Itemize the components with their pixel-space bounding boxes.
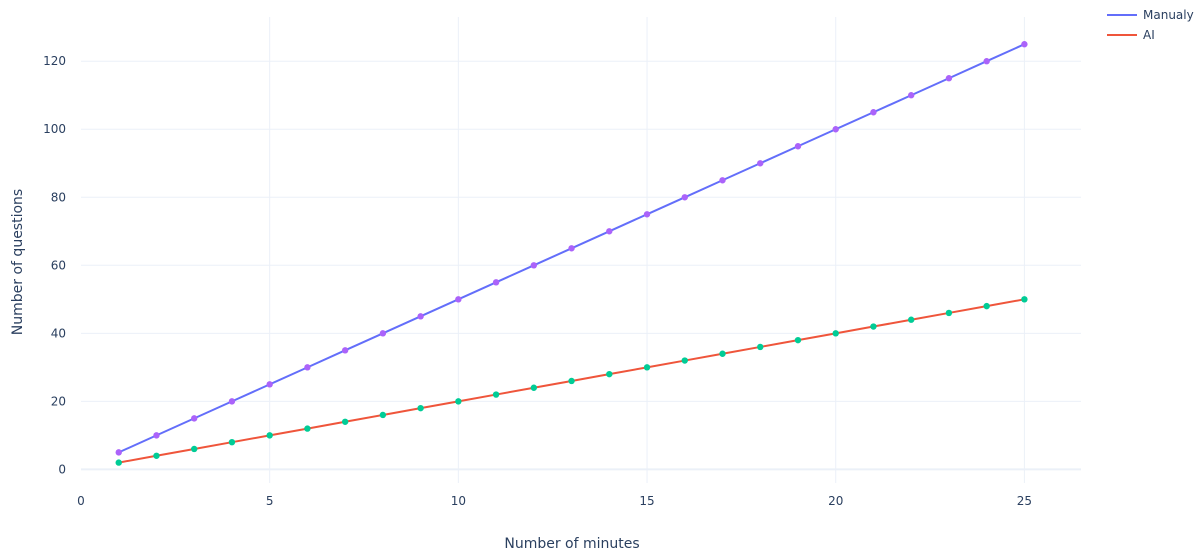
data-point-ai	[719, 350, 726, 357]
data-point-ai	[492, 391, 500, 398]
series-ai	[115, 296, 1028, 466]
data-point-ai	[228, 438, 236, 446]
data-point-ai	[1021, 296, 1028, 303]
x-tick-label: 25	[1017, 494, 1032, 508]
data-point-manualy	[379, 330, 387, 337]
x-tick-label: 20	[828, 494, 843, 508]
data-point-ai	[455, 398, 462, 405]
data-point-ai	[945, 309, 953, 317]
legend: Manualy AI	[1107, 8, 1194, 42]
data-point-manualy	[681, 194, 688, 201]
data-point-ai	[115, 459, 122, 466]
data-point-ai	[341, 418, 349, 425]
data-point-manualy	[719, 177, 726, 184]
y-tick-label: 100	[43, 122, 66, 136]
data-point-ai	[304, 425, 311, 432]
data-point-ai	[832, 330, 839, 337]
grid-lines	[80, 17, 1081, 483]
data-point-manualy	[530, 262, 538, 269]
data-point-manualy	[983, 58, 990, 65]
series-manualy	[115, 41, 1028, 456]
y-tick-label: 20	[51, 394, 66, 408]
data-point-manualy	[455, 296, 462, 303]
data-point-manualy	[115, 449, 122, 456]
data-point-ai	[643, 364, 651, 371]
data-point-manualy	[907, 92, 915, 99]
data-point-ai	[983, 302, 990, 310]
x-tick-label: 0	[77, 494, 85, 508]
x-tick-label: 15	[639, 494, 654, 508]
series-layer	[115, 41, 1028, 466]
data-point-ai	[379, 411, 387, 419]
data-point-manualy	[1021, 41, 1028, 48]
data-point-manualy	[870, 109, 877, 116]
data-point-manualy	[153, 432, 160, 439]
data-point-manualy	[417, 313, 424, 320]
data-point-ai	[757, 343, 764, 351]
x-axis-title: Number of minutes	[504, 536, 639, 552]
data-point-ai	[266, 432, 273, 439]
y-axis-title: Number of questions	[10, 189, 26, 335]
tick-labels: 0 5 10 15 20 25 0 20 40 60 80 100 120	[43, 54, 1032, 508]
data-point-manualy	[945, 75, 953, 82]
data-point-manualy	[643, 211, 651, 218]
data-point-ai	[606, 370, 613, 378]
y-tick-label: 120	[43, 54, 66, 68]
x-tick-label: 10	[451, 494, 466, 508]
legend-label-ai: AI	[1143, 28, 1155, 42]
data-point-ai	[794, 336, 802, 344]
data-point-ai	[530, 384, 538, 391]
data-point-manualy	[304, 364, 311, 371]
data-point-manualy	[832, 126, 839, 133]
data-point-ai	[191, 445, 198, 453]
y-tick-label: 60	[51, 258, 66, 272]
data-point-manualy	[341, 347, 349, 354]
data-point-ai	[907, 316, 915, 323]
data-point-ai	[568, 377, 575, 385]
y-tick-label: 80	[51, 190, 66, 204]
x-tick-label: 5	[266, 494, 274, 508]
data-point-manualy	[794, 143, 802, 150]
y-tick-label: 0	[58, 462, 66, 476]
data-point-ai	[681, 357, 688, 364]
y-tick-label: 40	[51, 326, 66, 340]
data-point-manualy	[228, 398, 236, 405]
data-point-ai	[417, 404, 424, 412]
data-point-manualy	[568, 245, 575, 252]
data-point-manualy	[757, 160, 764, 167]
data-point-manualy	[606, 228, 613, 235]
data-point-manualy	[191, 415, 198, 422]
data-point-ai	[870, 323, 877, 330]
data-point-manualy	[492, 279, 500, 286]
legend-label-manualy: Manualy	[1143, 8, 1194, 22]
data-point-manualy	[266, 381, 273, 388]
data-point-ai	[153, 452, 160, 459]
